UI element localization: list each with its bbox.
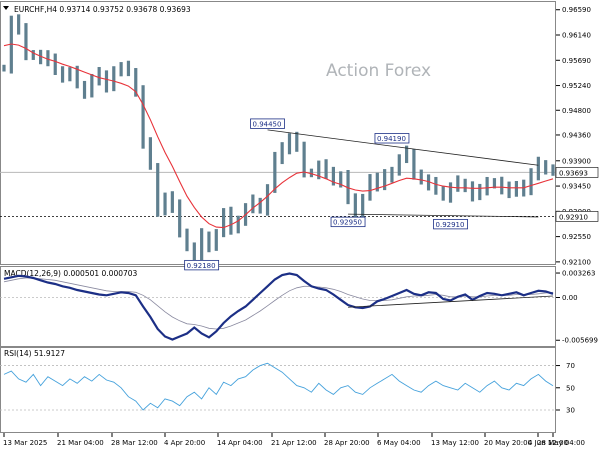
time-tick-label: 4 Apr 20:00 bbox=[164, 439, 205, 447]
rsi-axis: 70 50 30 bbox=[556, 362, 575, 415]
lower-trendline bbox=[348, 213, 539, 218]
annotation-box bbox=[184, 259, 220, 271]
upper-trendline bbox=[267, 129, 539, 166]
price-annotations: 0.94450 0.94190 0.92950 0.92910 0.92180 bbox=[184, 118, 468, 271]
macd-header: MACD(12,26,9) 0.000501 0.000703 bbox=[4, 269, 138, 278]
annotation-label: 0.94190 bbox=[377, 135, 406, 143]
macd-tick-label: 0.003263 bbox=[562, 270, 595, 278]
macd-panel-frame bbox=[0, 266, 556, 347]
time-axis: 13 Mar 2025 21 Mar 04:00 28 Mar 12:00 4 Apr… bbox=[3, 433, 585, 447]
time-tick-label: 21 Mar 04:00 bbox=[57, 439, 104, 447]
time-tick-label: 14 Apr 04:00 bbox=[217, 439, 263, 447]
watermark: Action Forex bbox=[326, 61, 431, 81]
support-price-box bbox=[555, 211, 599, 222]
annotation-label: 0.92910 bbox=[436, 221, 465, 229]
macd-tick-label: 0.00 bbox=[562, 294, 578, 302]
price-tick-label: 0.96140 bbox=[562, 32, 591, 40]
macd-axis: 0.003263 0.00 -0.005699 bbox=[556, 270, 598, 345]
price-tick-label: 0.93450 bbox=[562, 183, 591, 191]
macd-trendline bbox=[348, 295, 554, 308]
time-tick-label: 28 May 04:00 bbox=[537, 439, 585, 447]
rsi-grid bbox=[0, 365, 555, 411]
price-header: EURCHF,H4 0.93714 0.93752 0.93678 0.9369… bbox=[14, 5, 191, 14]
time-tick-label: 20 May 20:00 bbox=[484, 439, 532, 447]
moving-average-line bbox=[3, 43, 554, 229]
price-tick-label: 0.96590 bbox=[562, 6, 591, 14]
price-tick-label: 0.94360 bbox=[562, 131, 591, 139]
support-price-label: 0.92910 bbox=[559, 213, 588, 221]
price-tick-label: 0.92550 bbox=[562, 233, 591, 241]
time-tick-label: 4 Jun 12:00 bbox=[528, 439, 568, 447]
price-tick-label: 0.95240 bbox=[562, 82, 591, 90]
current-price-box bbox=[555, 167, 599, 178]
rsi-line bbox=[3, 362, 554, 411]
rsi-plot bbox=[3, 362, 554, 411]
annotation-box bbox=[250, 118, 285, 129]
price-tick-label: 0.94800 bbox=[562, 107, 591, 115]
macd-tick-label: -0.005699 bbox=[562, 337, 598, 345]
price-tick-label: 0.93900 bbox=[562, 157, 591, 165]
annotation-box bbox=[433, 218, 468, 230]
annotation-label: 0.92950 bbox=[333, 219, 362, 227]
annotation-box bbox=[330, 216, 366, 228]
moving-average bbox=[3, 43, 554, 229]
price-tick-label: 0.92100 bbox=[562, 258, 591, 266]
macd-plot bbox=[3, 272, 554, 341]
price-tick-label: 0.95690 bbox=[562, 57, 591, 65]
time-tick-label: 13 Mar 2025 bbox=[3, 439, 47, 447]
price-panel-frame bbox=[0, 1, 556, 265]
annotation-box bbox=[374, 133, 410, 144]
time-tick-label: 6 May 04:00 bbox=[377, 439, 421, 447]
rsi-panel-frame bbox=[0, 347, 556, 433]
time-tick-label: 28 Mar 12:00 bbox=[111, 439, 158, 447]
trendlines bbox=[267, 129, 539, 218]
time-tick-label: 13 May 12:00 bbox=[431, 439, 479, 447]
price-grid bbox=[0, 171, 555, 217]
rsi-header: RSI(14) 51.9127 bbox=[4, 349, 65, 358]
time-tick-label: 28 Apr 20:00 bbox=[324, 439, 370, 447]
rsi-tick-label: 50 bbox=[566, 384, 575, 392]
price-axis: 0.96590 0.96140 0.95690 0.95240 0.94800 0.943… bbox=[555, 6, 599, 266]
collapse-arrow-icon[interactable] bbox=[3, 6, 9, 10]
rsi-tick-label: 70 bbox=[566, 362, 575, 370]
annotation-label: 0.94450 bbox=[253, 120, 282, 128]
macd-line bbox=[3, 272, 554, 341]
current-price-label: 0.93693 bbox=[559, 169, 588, 177]
time-tick-label: 21 Apr 12:00 bbox=[271, 439, 317, 447]
rsi-tick-label: 30 bbox=[566, 407, 575, 415]
annotation-label: 0.92180 bbox=[187, 262, 216, 270]
